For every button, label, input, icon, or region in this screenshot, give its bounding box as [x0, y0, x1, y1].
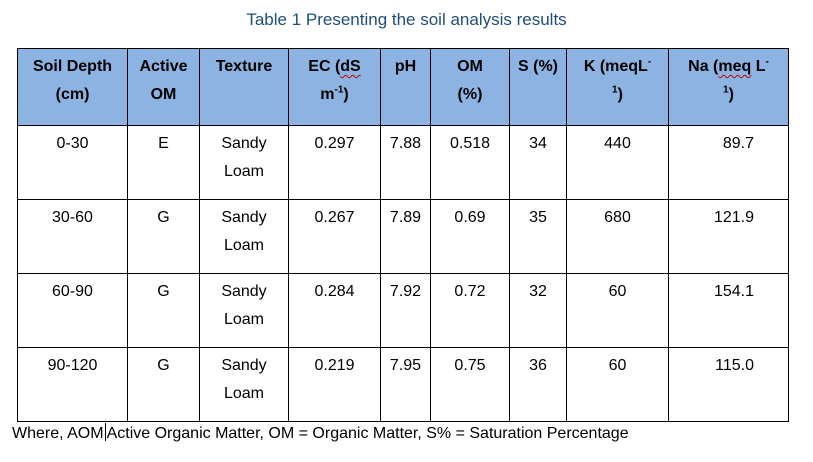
cell-texture-line1: Sandy — [221, 357, 267, 374]
header-om: OM (%) — [430, 48, 510, 126]
cell-k: 680 — [566, 199, 669, 274]
cell-texture-line2: Loam — [223, 163, 265, 180]
header-active-om: Active OM — [127, 48, 200, 126]
header-texture: Texture — [199, 48, 289, 126]
cell-texture-line1: Sandy — [221, 135, 267, 152]
header-na-l: L — [751, 58, 766, 75]
header-na-text: Na ( — [688, 58, 719, 75]
cell-texture: Sandy Loam — [199, 199, 289, 274]
header-ec-m: m — [320, 86, 335, 103]
cell-ph: 7.89 — [380, 199, 431, 274]
header-soil-depth: Soil Depth (cm) — [17, 48, 128, 126]
cell-active-om: E — [127, 125, 200, 200]
cell-texture-line2: Loam — [223, 311, 265, 328]
cell-na: 121.9 — [668, 199, 789, 274]
cell-active-om: G — [127, 273, 200, 348]
cell-texture-line2: Loam — [223, 385, 265, 402]
header-ec-text: EC ( — [308, 58, 341, 75]
header-na-unit: meq — [718, 58, 752, 75]
header-k-text: K (meqL — [583, 58, 648, 75]
cell-depth: 0-30 — [17, 125, 128, 200]
footnote-definitions: Active Organic Matter, OM = Organic Matt… — [106, 425, 629, 442]
cell-ph: 7.92 — [380, 273, 431, 348]
cell-texture: Sandy Loam — [199, 347, 289, 422]
cell-s: 36 — [509, 347, 567, 422]
cell-active-om: G — [127, 199, 200, 274]
cell-ph: 7.95 — [380, 347, 431, 422]
cell-k: 60 — [566, 273, 669, 348]
header-k-close: ) — [617, 86, 623, 103]
soil-analysis-table: Soil Depth (cm) Active OM Texture EC (dS… — [17, 48, 789, 422]
text-cursor — [104, 423, 106, 441]
cell-active-om: G — [127, 347, 200, 422]
table-row: 0-30 E Sandy Loam 0.297 7.88 0.518 34 440… — [17, 125, 789, 200]
header-ec-unit: dS — [340, 58, 361, 75]
header-k: K (meqL- 1) — [566, 48, 669, 126]
header-ec-close: ) — [343, 86, 349, 103]
cell-ph: 7.88 — [380, 125, 431, 200]
cell-om: 0.75 — [430, 347, 510, 422]
table-footnote: Where, AOM Active Organic Matter, OM = Or… — [12, 423, 629, 443]
header-soil-depth-line2: (cm) — [55, 86, 90, 103]
cell-na: 154.1 — [668, 273, 789, 348]
cell-texture: Sandy Loam — [199, 273, 289, 348]
footnote-prefix: Where, AOM — [12, 425, 104, 442]
header-om-line2: (%) — [457, 86, 483, 103]
cell-texture-line1: Sandy — [221, 283, 267, 300]
cell-ec: 0.284 — [288, 273, 381, 348]
cell-om: 0.69 — [430, 199, 510, 274]
table-row: 60-90 G Sandy Loam 0.284 7.92 0.72 32 60 … — [17, 273, 789, 348]
cell-na: 89.7 — [668, 125, 789, 200]
table-caption: Table 1 Presenting the soil analysis res… — [246, 10, 567, 29]
cell-depth: 90-120 — [17, 347, 128, 422]
cell-depth: 30-60 — [17, 199, 128, 274]
header-na: Na (meq L- 1) — [668, 48, 789, 126]
header-s: S (%) — [509, 48, 567, 126]
header-ec-sup: -1 — [334, 84, 344, 96]
cell-texture-line2: Loam — [223, 237, 265, 254]
header-na-close: ) — [728, 86, 734, 103]
header-na-sup1: - — [765, 56, 769, 68]
cell-s: 34 — [509, 125, 567, 200]
header-row: Soil Depth (cm) Active OM Texture EC (dS… — [17, 48, 789, 126]
header-ec: EC (dS m-1) — [288, 48, 381, 126]
cell-om: 0.518 — [430, 125, 510, 200]
header-k-sup2: 1 — [612, 84, 618, 96]
cell-om: 0.72 — [430, 273, 510, 348]
cell-ec: 0.267 — [288, 199, 381, 274]
cell-k: 440 — [566, 125, 669, 200]
cell-depth: 60-90 — [17, 273, 128, 348]
cell-ec: 0.219 — [288, 347, 381, 422]
header-ph: pH — [380, 48, 431, 126]
header-soil-depth-line1: Soil Depth — [32, 58, 113, 75]
table-row: 90-120 G Sandy Loam 0.219 7.95 0.75 36 60… — [17, 347, 789, 422]
header-active-om-line1: Active — [139, 58, 188, 75]
cell-texture-line1: Sandy — [221, 209, 267, 226]
header-active-om-line2: OM — [150, 86, 177, 103]
header-om-line1: OM — [457, 58, 483, 75]
header-k-sup1: - — [647, 56, 652, 68]
cell-texture: Sandy Loam — [199, 125, 289, 200]
cell-k: 60 — [566, 347, 669, 422]
cell-s: 35 — [509, 199, 567, 274]
cell-s: 32 — [509, 273, 567, 348]
cell-ec: 0.297 — [288, 125, 381, 200]
cell-na: 115.0 — [668, 347, 789, 422]
header-na-sup2: 1 — [723, 84, 729, 96]
table-row: 30-60 G Sandy Loam 0.267 7.89 0.69 35 680… — [17, 199, 789, 274]
